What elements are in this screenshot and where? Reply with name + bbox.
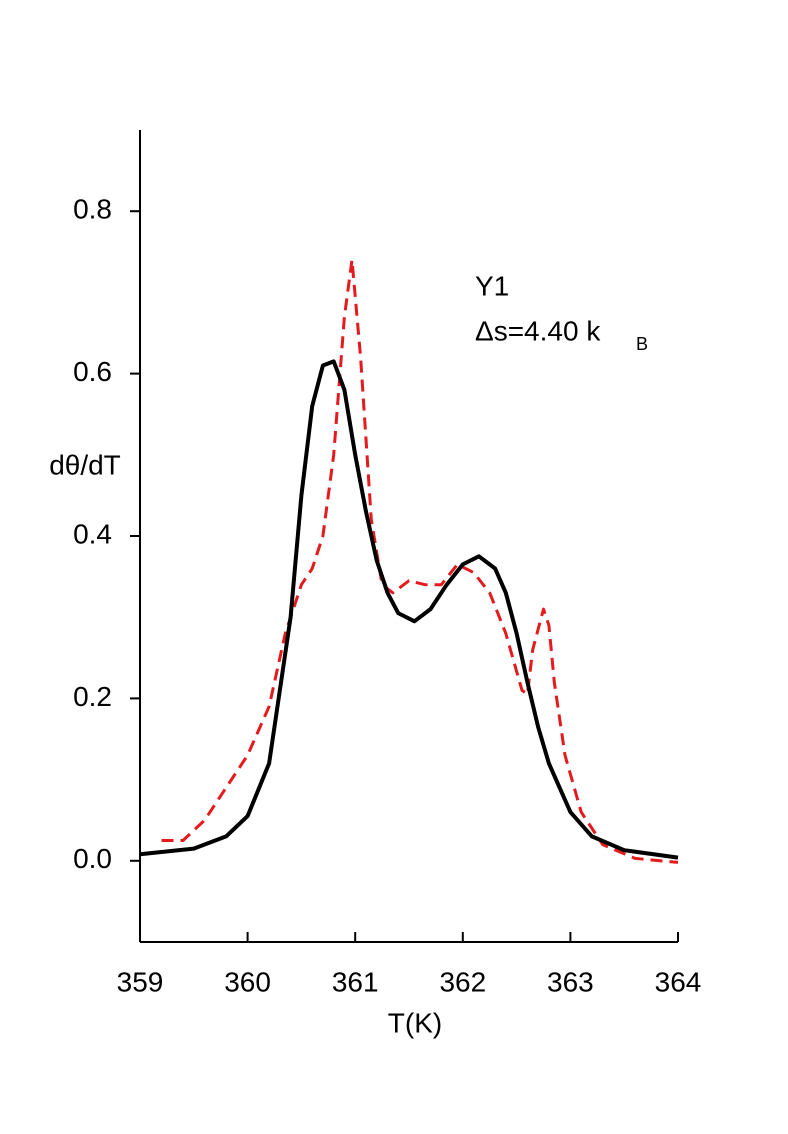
x-axis-label: T(K) bbox=[388, 1007, 442, 1038]
data-line bbox=[161, 258, 679, 864]
x-tick-label: 361 bbox=[332, 966, 379, 997]
x-tick-label: 359 bbox=[117, 966, 164, 997]
data-line bbox=[139, 359, 679, 860]
annotation: Y1 bbox=[475, 270, 509, 301]
y-axis-label: dθ/dT bbox=[49, 449, 121, 480]
annotation-subscript: B bbox=[636, 334, 648, 354]
annotation: Δs=4.40 k bbox=[475, 315, 601, 346]
x-tick-label: 362 bbox=[439, 966, 486, 997]
y-tick-label: 0.0 bbox=[73, 843, 112, 874]
y-tick-label: 0.6 bbox=[73, 356, 112, 387]
y-tick-label: 0.4 bbox=[73, 518, 112, 549]
y-tick-label: 0.2 bbox=[73, 681, 112, 712]
x-tick-label: 360 bbox=[224, 966, 271, 997]
y-tick-label: 0.8 bbox=[73, 194, 112, 225]
x-tick-label: 363 bbox=[547, 966, 594, 997]
x-tick-label: 364 bbox=[655, 966, 702, 997]
